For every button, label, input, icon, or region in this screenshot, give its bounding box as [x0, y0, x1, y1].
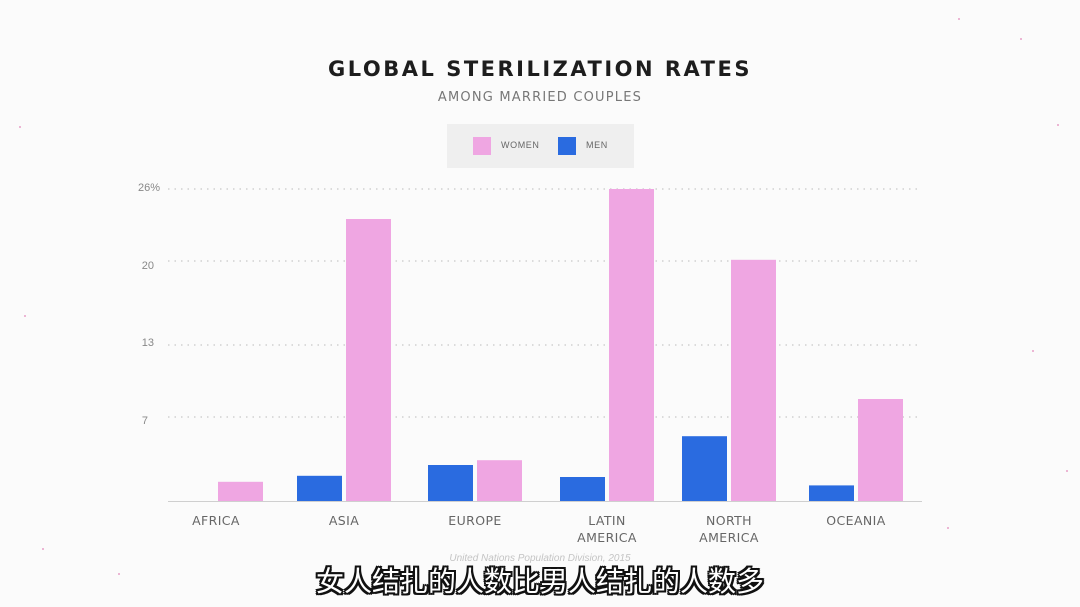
bar-men-north-america	[682, 436, 727, 501]
decorative-speck	[1057, 124, 1059, 126]
x-label-latin-america: LATIN AMERICA	[547, 512, 667, 546]
decorative-speck	[24, 315, 26, 317]
x-label-line: OCEANIA	[826, 513, 886, 528]
bar-women-europe	[477, 460, 522, 501]
bar-women-africa	[218, 481, 263, 501]
bar-men-europe	[428, 465, 473, 501]
x-label-oceania: OCEANIA	[796, 512, 916, 529]
x-label-line: EUROPE	[448, 513, 502, 528]
video-subtitle-caption: 女人结扎的人数比男人结扎的人数多	[315, 565, 764, 598]
decorative-speck	[19, 126, 21, 128]
bar-men-oceania	[809, 485, 854, 501]
decorative-speck	[118, 573, 120, 575]
decorative-speck	[1020, 38, 1022, 40]
chart-subtitle: AMONG MARRIED COUPLES	[437, 90, 643, 105]
x-label-line: AMERICA	[577, 530, 637, 545]
bar-women-oceania	[858, 399, 903, 501]
x-label-line: NORTH	[705, 513, 752, 528]
x-label-asia: ASIA	[284, 512, 404, 529]
decorative-speck	[958, 18, 960, 20]
legend-swatch-men	[558, 137, 576, 155]
legend-label-men: MEN	[586, 140, 608, 150]
decorative-speck	[947, 527, 949, 529]
y-tick-label: 20	[141, 260, 154, 272]
bar-men-latin-america	[560, 477, 605, 501]
x-label-line: ASIA	[328, 513, 360, 528]
chart-title: GLOBAL STERILIZATION RATES	[328, 57, 752, 81]
y-tick-label: 13	[141, 337, 154, 349]
x-label-africa: AFRICA	[156, 512, 276, 529]
chart-legend: WOMEN MEN	[447, 124, 634, 168]
decorative-speck	[42, 548, 44, 550]
chart-source: United Nations Population Division, 2015	[449, 553, 631, 564]
y-tick-label: 7	[141, 415, 148, 427]
bar-women-north-america	[731, 259, 776, 501]
x-label-europe: EUROPE	[415, 512, 535, 529]
decorative-speck	[1066, 470, 1068, 472]
bar-women-asia	[346, 219, 391, 501]
decorative-speck	[1032, 350, 1034, 352]
legend-swatch-women	[473, 137, 491, 155]
x-label-line: AFRICA	[192, 513, 240, 528]
x-label-north-america: NORTH AMERICA	[669, 512, 789, 546]
x-label-line: LATIN	[588, 513, 626, 528]
x-label-line: AMERICA	[699, 530, 759, 545]
bar-women-latin-america	[609, 189, 654, 501]
bar-men-asia	[297, 475, 342, 501]
legend-label-women: WOMEN	[501, 140, 540, 150]
y-tick-label: 26%	[137, 182, 160, 194]
